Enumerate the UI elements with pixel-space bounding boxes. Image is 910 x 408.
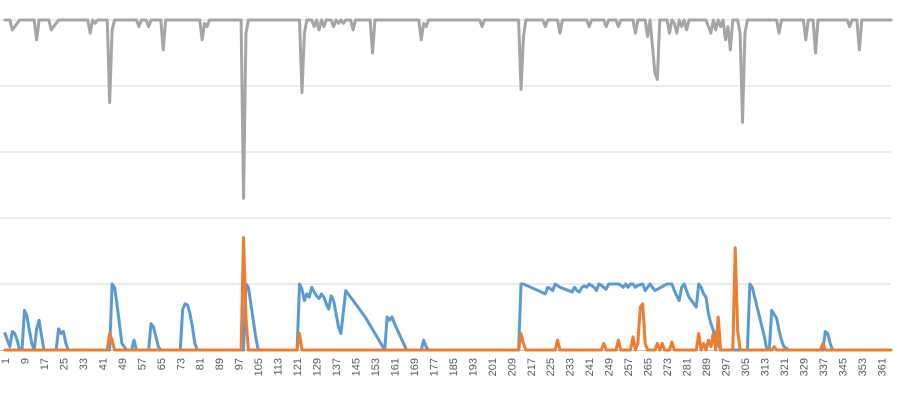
x-tick-label: 209 — [506, 358, 518, 376]
x-tick-label: 257 — [623, 358, 635, 376]
x-tick-label: 57 — [136, 358, 148, 370]
x-tick-label: 297 — [720, 358, 732, 376]
x-tick-label: 33 — [78, 358, 90, 370]
x-tick-label: 17 — [39, 358, 51, 370]
x-tick-label: 145 — [351, 358, 363, 376]
x-tick-label: 161 — [389, 358, 401, 376]
x-tick-label: 121 — [292, 358, 304, 376]
x-tick-label: 97 — [234, 358, 246, 370]
x-tick-label: 289 — [701, 358, 713, 376]
x-tick-label: 89 — [214, 358, 226, 370]
series-line-1 — [3, 18, 893, 200]
x-tick-label: 273 — [662, 358, 674, 376]
series-layer — [3, 18, 893, 352]
x-tick-label: 185 — [448, 358, 460, 376]
x-tick-label: 25 — [58, 358, 70, 370]
x-tick-label: 129 — [312, 358, 324, 376]
x-tick-label: 193 — [467, 358, 479, 376]
series-line-3 — [3, 236, 893, 352]
x-tick-label: 321 — [779, 358, 791, 376]
x-tick-label: 361 — [876, 358, 888, 376]
x-tick-label: 329 — [798, 358, 810, 376]
x-tick-label: 9 — [19, 358, 31, 364]
x-tick-label: 281 — [682, 358, 694, 376]
x-tick-label: 41 — [97, 358, 109, 370]
x-tick-label: 241 — [584, 358, 596, 376]
x-tick-label: 169 — [409, 358, 421, 376]
x-tick-label: 1 — [0, 358, 12, 364]
x-tick-label: 233 — [565, 358, 577, 376]
x-tick-label: 217 — [526, 358, 538, 376]
x-tick-labels: 1 9 17 25 33 41 49 57 65 73 81 89 97 105 113 121 129 137 1… — [0, 358, 888, 376]
x-tick-label: 225 — [545, 358, 557, 376]
x-tick-label: 105 — [253, 358, 265, 376]
x-tick-label: 201 — [487, 358, 499, 376]
x-tick-label: 49 — [117, 358, 129, 370]
x-tick-label: 313 — [759, 358, 771, 376]
x-tick-label: 305 — [740, 358, 752, 376]
x-tick-label: 177 — [428, 358, 440, 376]
x-tick-label: 353 — [857, 358, 869, 376]
x-tick-label: 73 — [175, 358, 187, 370]
x-tick-label: 81 — [195, 358, 207, 370]
x-tick-label: 153 — [370, 358, 382, 376]
x-tick-label: 345 — [837, 358, 849, 376]
x-tick-label: 337 — [818, 358, 830, 376]
x-tick-label: 137 — [331, 358, 343, 376]
gridlines — [0, 19, 891, 285]
x-tick-label: 249 — [604, 358, 616, 376]
x-tick-label: 113 — [273, 358, 285, 376]
x-tick-label: 265 — [643, 358, 655, 376]
x-tick-label: 65 — [156, 358, 168, 370]
